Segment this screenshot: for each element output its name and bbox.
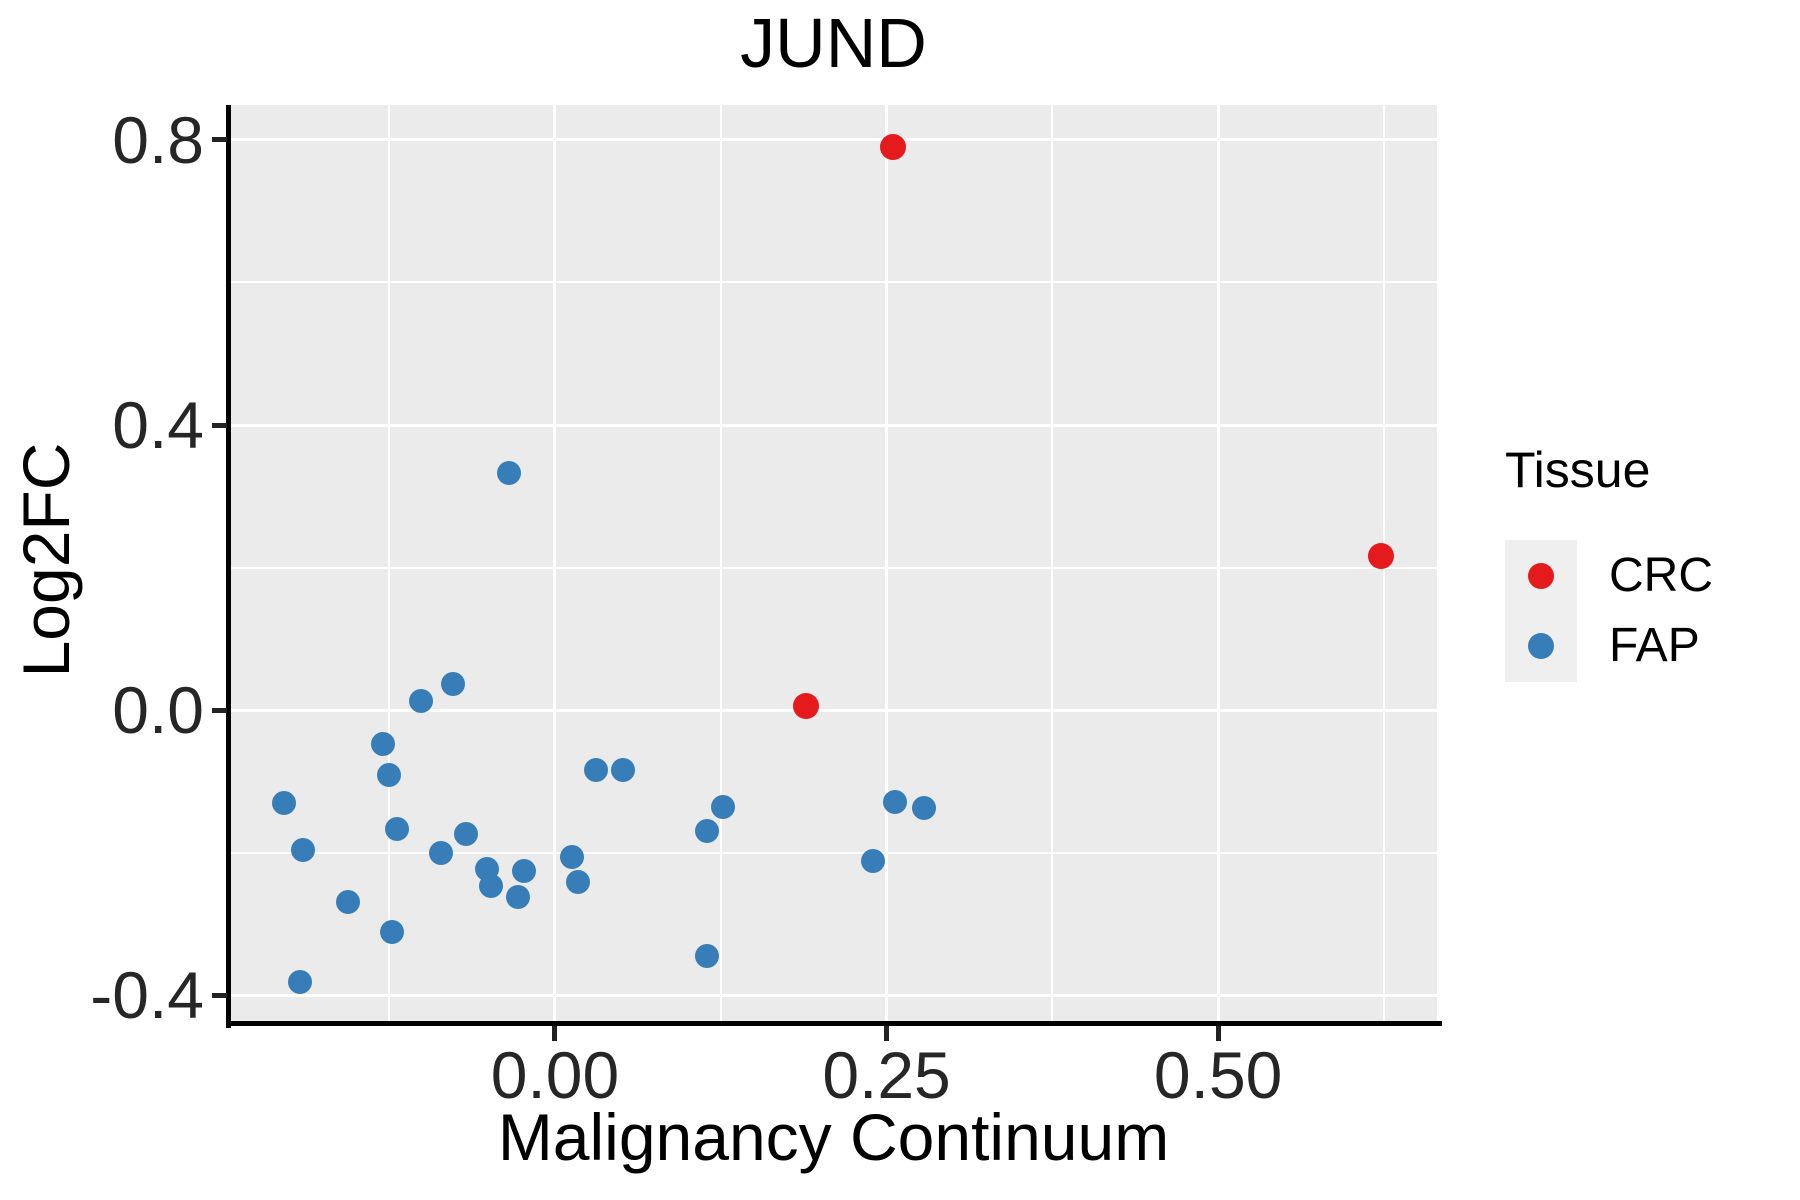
y-tick-label: 0.0	[112, 673, 204, 748]
x-axis-tick	[884, 1026, 890, 1041]
legend-dot-crc-icon	[1528, 563, 1554, 589]
data-point-fap	[861, 849, 886, 874]
data-point-fap	[496, 460, 521, 485]
x-axis-title: Malignancy Continuum	[497, 1100, 1170, 1174]
y-minor-gridline	[230, 281, 1437, 284]
y-axis-tick	[212, 422, 227, 428]
legend-title: Tissue	[1505, 442, 1651, 498]
data-point-fap	[379, 920, 404, 945]
y-minor-gridline	[230, 851, 1437, 854]
data-point-fap	[512, 859, 537, 884]
x-minor-gridline	[719, 105, 722, 1023]
data-point-fap	[370, 732, 395, 757]
x-tick-label: 0.25	[822, 1038, 951, 1112]
y-tick-label: 0.8	[112, 102, 204, 177]
data-point-crc	[880, 134, 907, 161]
data-point-fap	[882, 790, 907, 815]
data-point-fap	[911, 796, 936, 821]
x-tick-label: 0.00	[490, 1038, 620, 1112]
data-point-crc	[1368, 543, 1395, 570]
data-point-fap	[288, 970, 313, 995]
y-major-gridline	[230, 708, 1437, 712]
data-point-fap	[272, 791, 297, 816]
data-point-fap	[479, 874, 504, 899]
data-point-fap	[428, 841, 453, 866]
x-axis-line	[226, 1021, 1442, 1026]
data-point-fap	[336, 889, 361, 914]
plot-title: JUND	[740, 4, 927, 82]
data-point-fap	[505, 884, 530, 909]
data-point-fap	[695, 819, 720, 844]
data-point-fap	[584, 757, 609, 782]
y-minor-gridline	[230, 566, 1437, 569]
legend-dot-fap-icon	[1528, 633, 1554, 659]
x-major-gridline	[1216, 105, 1220, 1023]
y-axis-tick	[212, 137, 227, 143]
data-point-fap	[440, 672, 465, 697]
y-axis-title: Log2FC	[9, 442, 83, 678]
legend-label-crc: CRC	[1609, 549, 1713, 602]
x-major-gridline	[553, 105, 557, 1023]
y-tick-label: -0.4	[90, 958, 204, 1033]
x-minor-gridline	[1051, 105, 1054, 1023]
data-point-fap	[454, 822, 479, 847]
data-point-fap	[377, 762, 402, 787]
y-major-gridline	[230, 423, 1437, 427]
data-point-fap	[408, 688, 433, 713]
y-axis-line	[226, 105, 231, 1028]
data-point-fap	[560, 844, 585, 869]
data-point-fap	[565, 869, 590, 894]
legend-label-fap: FAP	[1609, 619, 1700, 672]
y-tick-label: 0.4	[112, 388, 204, 463]
y-major-gridline	[230, 993, 1437, 997]
data-point-fap	[695, 944, 720, 968]
x-axis-tick	[1215, 1026, 1221, 1041]
y-axis-tick	[212, 992, 227, 998]
x-minor-gridline	[388, 105, 391, 1023]
data-point-crc	[792, 692, 819, 719]
x-major-gridline	[885, 105, 889, 1023]
data-point-fap	[610, 757, 635, 782]
data-point-fap	[290, 837, 315, 862]
x-tick-label: 0.50	[1153, 1038, 1283, 1112]
x-axis-tick	[552, 1026, 558, 1041]
data-point-fap	[711, 795, 736, 820]
data-point-fap	[385, 817, 410, 842]
y-major-gridline	[230, 138, 1437, 142]
y-axis-tick	[212, 707, 227, 713]
plot-panel	[230, 105, 1437, 1023]
